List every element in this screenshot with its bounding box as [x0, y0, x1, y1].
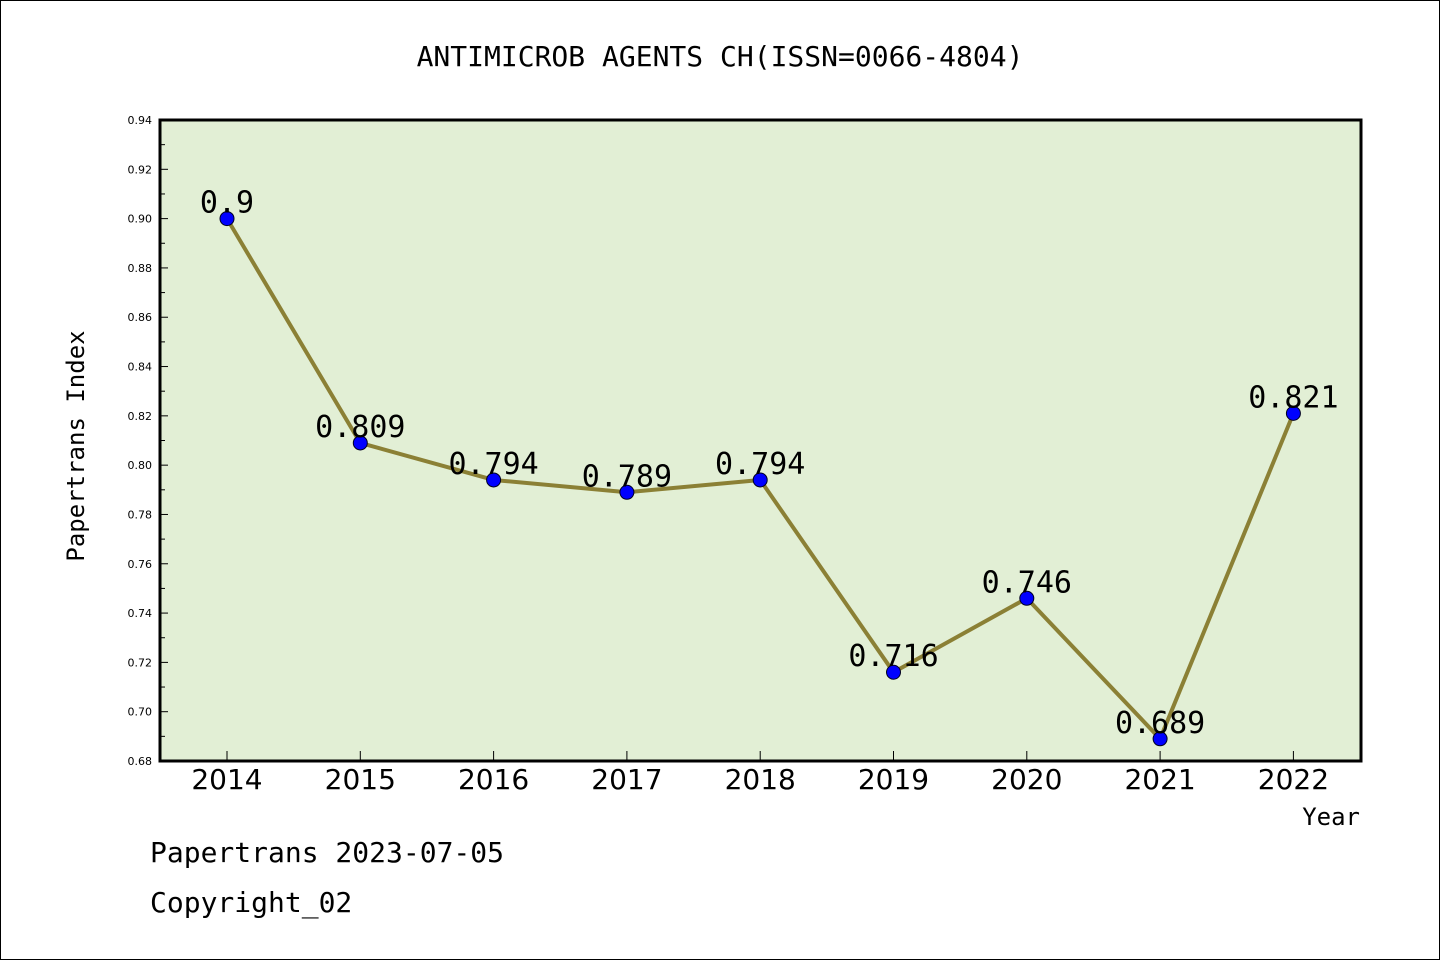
chart-title: ANTIMICROB AGENTS CH(ISSN=0066-4804)	[417, 40, 1024, 73]
data-point	[1285, 405, 1301, 421]
y-tick-label: 0.84	[128, 361, 153, 374]
y-tick-label: 0.90	[128, 213, 153, 226]
data-label: 0.794	[448, 447, 538, 482]
y-tick-label: 0.70	[128, 706, 153, 719]
footer-date: Papertrans 2023-07-05	[150, 836, 505, 869]
data-point	[1152, 731, 1168, 747]
y-tick-label: 0.72	[128, 656, 153, 669]
y-tick-label: 0.80	[128, 459, 153, 472]
data-label: 0.789	[582, 459, 672, 494]
y-tick-label: 0.82	[128, 410, 153, 423]
y-tick-label: 0.92	[128, 163, 153, 176]
y-tick-label: 0.74	[128, 607, 153, 620]
y-axis-label: Papertrans Index	[62, 330, 90, 561]
y-tick-label: 0.86	[128, 311, 153, 324]
x-tick-label: 2022	[1258, 763, 1329, 796]
data-point	[619, 484, 635, 500]
data-label: 0.809	[315, 410, 405, 445]
x-tick-label: 2014	[191, 763, 262, 796]
y-axis: 0.68 0.70 0.72 0.74 0.76 0.78 0.80 0.82 0.84 0.86…	[128, 114, 168, 768]
data-label: 0.794	[715, 447, 805, 482]
data-point	[219, 211, 235, 227]
x-tick-label: 2020	[991, 763, 1062, 796]
x-tick-label: 2018	[725, 763, 796, 796]
data-label: 0.821	[1248, 380, 1338, 415]
data-point	[886, 664, 901, 680]
footer-copyright: Copyright_02	[150, 886, 353, 919]
data-label: 0.689	[1115, 706, 1205, 741]
data-point	[1019, 590, 1035, 606]
y-tick-label: 0.78	[128, 508, 153, 521]
x-tick-label: 2021	[1124, 763, 1195, 796]
y-tick-label: 0.94	[128, 114, 153, 127]
x-tick-label: 2017	[591, 763, 662, 796]
y-tick-label: 0.68	[128, 755, 153, 768]
x-tick-label: 2016	[458, 763, 529, 796]
data-point	[352, 435, 368, 451]
data-series: 0.9 0.809 0.794 0.789 0.794 0.716 0.746 0.689 0.…	[200, 186, 1339, 747]
x-axis-label: Year	[1302, 803, 1360, 831]
data-point	[486, 472, 502, 488]
y-tick-label: 0.88	[128, 262, 153, 275]
x-tick-label: 2019	[858, 763, 929, 796]
data-label: 0.716	[848, 639, 938, 674]
data-point	[752, 472, 768, 488]
data-label: 0.746	[982, 565, 1072, 600]
data-label: 0.9	[200, 186, 254, 221]
y-tick-label: 0.76	[128, 558, 153, 571]
x-axis: 2014 2015 2016 2017 2018 2019 2020 2021 2022	[191, 751, 1329, 796]
x-tick-label: 2015	[325, 763, 396, 796]
